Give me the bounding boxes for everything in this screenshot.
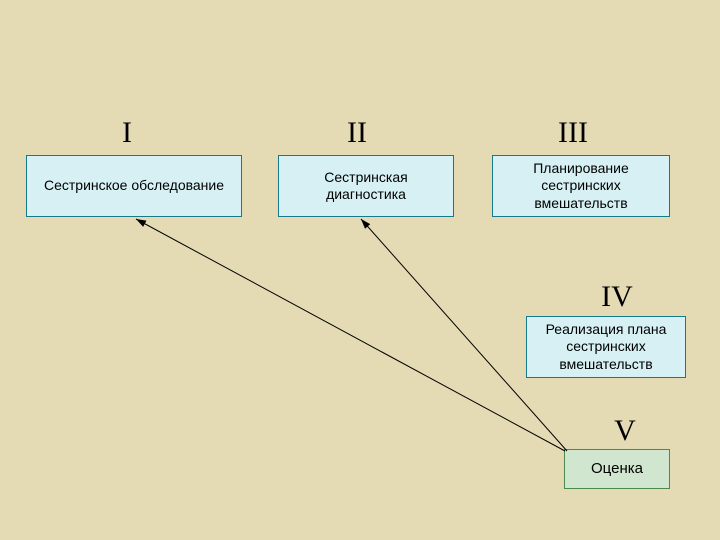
box-text-line: Оценка [591,460,643,479]
box-text-line: Сестринская диагностика [285,169,447,204]
box-diagnosis: Сестринская диагностика [278,155,454,217]
stage-label-i: I [122,116,132,150]
stage-label-ii: II [347,116,367,150]
stage-label-v: V [614,414,636,448]
stage-label-iv: IV [601,280,633,314]
box-text-line: Реализация плана [546,321,667,339]
box-text-line: вмешательств [559,356,652,374]
box-text-line: вмешательств [534,195,627,213]
box-text-line: сестринских [566,338,645,356]
box-text-line: сестринских [541,177,620,195]
box-text-line: Планирование [533,160,629,178]
box-planning: Планированиесестринскихвмешательств [492,155,670,217]
box-implementation: Реализация планасестринскихвмешательств [526,316,686,378]
box-examination: Сестринское обследование [26,155,242,217]
box-text-line: Сестринское обследование [44,177,224,195]
stage-label-iii: III [558,116,588,150]
box-evaluation: Оценка [564,449,670,489]
